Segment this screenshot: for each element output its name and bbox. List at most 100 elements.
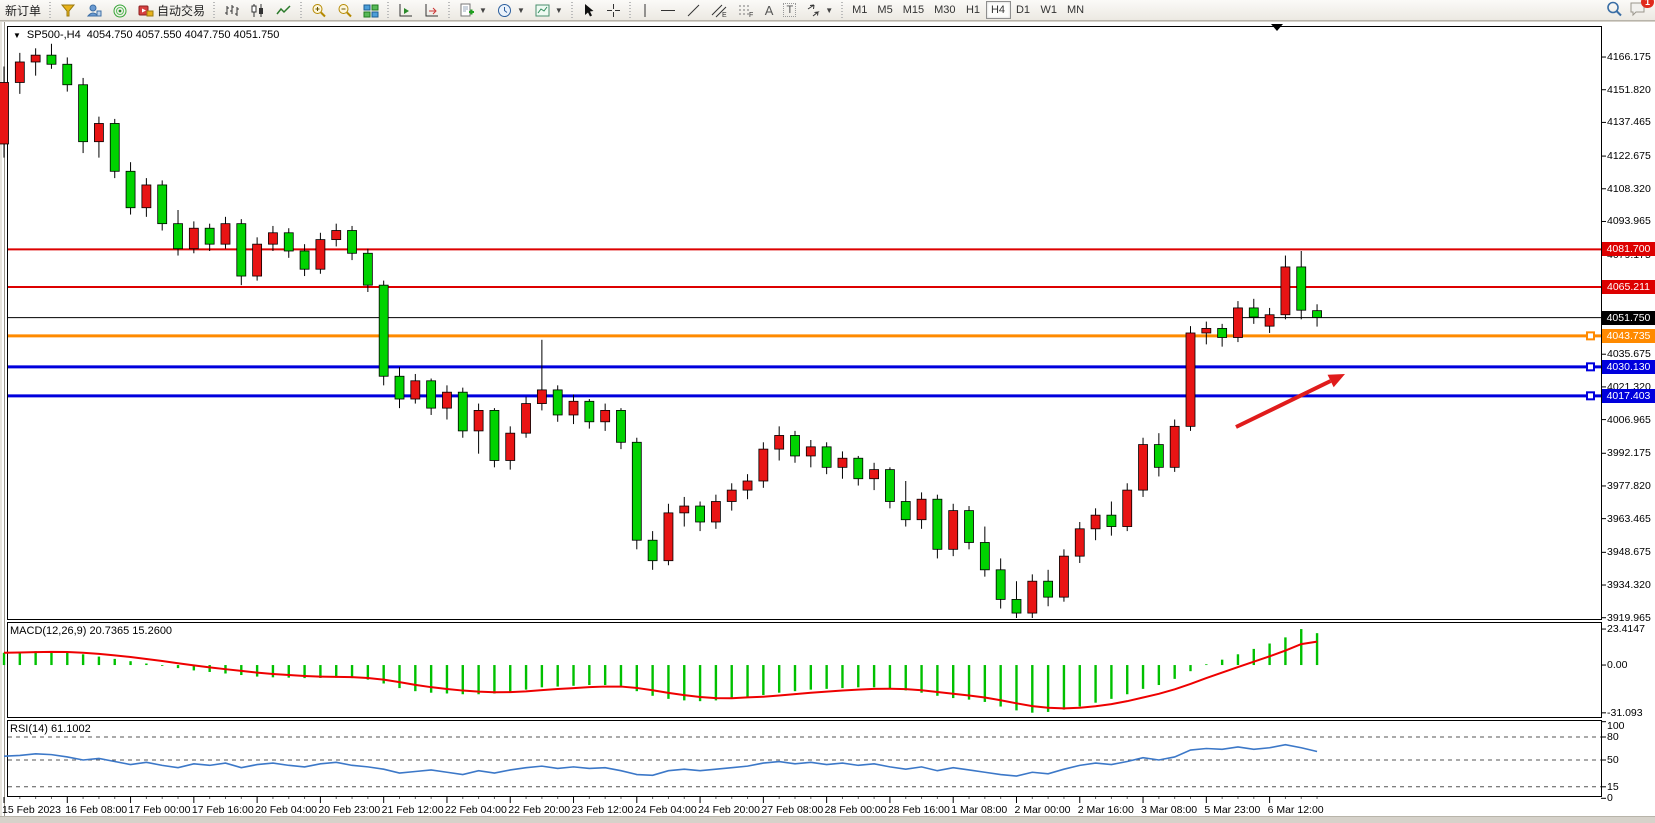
zoom-out-button[interactable]: [332, 1, 358, 20]
time-axis-label: 1 Mar 08:00: [951, 804, 1008, 816]
time-axis-label: 5 Mar 23:00: [1204, 804, 1261, 816]
time-axis-label: 24 Feb 04:00: [634, 804, 697, 816]
bear-candle: [1312, 310, 1322, 318]
arrow-styles-button[interactable]: ▼: [801, 1, 838, 20]
bear-candle: [1296, 266, 1307, 311]
chart-canvas[interactable]: [0, 22, 1655, 816]
chart-shift-button[interactable]: [419, 1, 445, 20]
bull-candle: [1138, 444, 1148, 491]
price-axis-label: 4151.820: [1607, 83, 1651, 96]
bull-candle: [1169, 425, 1180, 468]
indicators-button[interactable]: ▼: [454, 1, 492, 20]
price-axis-label: 3934.320: [1607, 579, 1651, 592]
toolbar-separator: [839, 1, 847, 19]
bear-candle: [900, 501, 911, 521]
timeframe-button-m15[interactable]: M15: [902, 4, 925, 16]
zoom-in-button[interactable]: [306, 1, 332, 20]
bull-candle: [600, 410, 611, 423]
bear-candle: [853, 457, 864, 480]
rsi-label: RSI(14) 61.1002: [10, 723, 91, 735]
window-left-edge: [0, 22, 7, 816]
market-watch-button[interactable]: [55, 1, 81, 20]
timeframe-button-d1[interactable]: D1: [1015, 4, 1031, 16]
navigator-button[interactable]: [81, 1, 107, 20]
bull-candle: [1122, 489, 1133, 527]
chat-button[interactable]: 1: [1629, 0, 1654, 20]
rsi-axis-label: 100: [1607, 719, 1625, 732]
macd-axis-label: 0.00: [1607, 659, 1628, 672]
toolbar-separator: [47, 1, 55, 19]
bear-candle: [204, 227, 215, 245]
auto-trading-icon: [138, 3, 154, 18]
templates-button[interactable]: ▼: [530, 1, 568, 20]
horizontal-line-button[interactable]: [655, 1, 681, 20]
signals-button[interactable]: [107, 1, 133, 20]
crosshair-button[interactable]: [601, 1, 626, 20]
text-button[interactable]: A: [760, 1, 779, 20]
bear-candle: [489, 410, 500, 461]
bull-candle: [1233, 307, 1243, 338]
timeframe-button-w1[interactable]: W1: [1040, 4, 1058, 16]
bear-candle: [584, 400, 595, 423]
bull-candle: [916, 498, 927, 521]
cursor-button[interactable]: [577, 1, 601, 20]
tile-windows-button[interactable]: [358, 1, 384, 20]
price-axis-label: 4108.320: [1607, 182, 1651, 195]
bar-chart-icon: [224, 3, 240, 18]
bear-candle: [62, 63, 73, 86]
trendline-button[interactable]: [681, 1, 706, 20]
bull-candle: [268, 232, 278, 245]
price-level-tag-4017.403: 4017.403: [1602, 388, 1655, 403]
bear-candle: [378, 284, 389, 377]
bull-candle: [726, 489, 737, 502]
bear-candle: [1217, 328, 1228, 338]
bull-candle: [0, 82, 9, 145]
bull-candle: [331, 230, 342, 241]
periods-button[interactable]: ▼: [492, 1, 530, 20]
timeframe-button-m5[interactable]: M5: [877, 4, 893, 16]
bull-candle: [188, 227, 199, 250]
bear-candle: [347, 230, 357, 254]
price-axis-label: 4137.465: [1607, 116, 1651, 129]
bear-candle: [821, 446, 832, 468]
channel-button[interactable]: E: [706, 1, 733, 20]
price-axis-label: 3963.465: [1607, 512, 1651, 525]
label-button[interactable]: T: [778, 1, 801, 20]
bear-candle: [647, 539, 658, 562]
timeframe-button-m1[interactable]: M1: [852, 4, 868, 16]
price-axis-label: 3977.820: [1607, 479, 1651, 492]
notification-badge: 1: [1640, 0, 1654, 8]
bear-candle: [964, 510, 974, 543]
channel-icon: E: [711, 3, 728, 18]
vertical-line-button[interactable]: [635, 1, 655, 20]
chevron-down-icon: ▼: [554, 5, 563, 15]
bull-candle: [521, 403, 531, 434]
fibonacci-button[interactable]: F: [733, 1, 760, 20]
chart-title: ▼ SP500-,H4 4054.750 4057.550 4047.750 4…: [13, 29, 279, 41]
bull-candle: [94, 123, 104, 143]
new-order-button[interactable]: 新订单: [0, 1, 46, 20]
timeframe-button-mn[interactable]: MN: [1067, 4, 1085, 16]
line-handle: [1586, 331, 1595, 341]
time-axis-label: 22 Feb 04:00: [444, 804, 507, 816]
bull-candle: [805, 446, 816, 457]
candlestick-chart-button[interactable]: [245, 1, 271, 20]
line-chart-button[interactable]: [271, 1, 297, 20]
bull-candle: [948, 510, 959, 550]
bar-chart-button[interactable]: [219, 1, 245, 20]
search-icon[interactable]: [1606, 1, 1623, 20]
timeframe-button-m30[interactable]: M30: [934, 4, 956, 16]
toolbar-separator: [568, 1, 576, 19]
timeframe-button-h1[interactable]: H1: [965, 4, 981, 16]
timeframe-button-h4[interactable]: H4: [985, 1, 1011, 19]
bull-candle: [663, 512, 674, 562]
auto-scroll-icon: [398, 3, 414, 18]
zoom-out-icon: [337, 3, 353, 18]
auto-scroll-button[interactable]: [393, 1, 419, 20]
trendline-icon: [686, 3, 701, 18]
chart-window[interactable]: ▼ SP500-,H4 4054.750 4057.550 4047.750 4…: [0, 22, 1655, 816]
bull-candle: [1027, 580, 1038, 614]
price-axis-label: 3992.175: [1607, 447, 1651, 460]
signals-icon: [112, 3, 128, 18]
auto-trading-button[interactable]: 自动交易: [133, 1, 210, 20]
